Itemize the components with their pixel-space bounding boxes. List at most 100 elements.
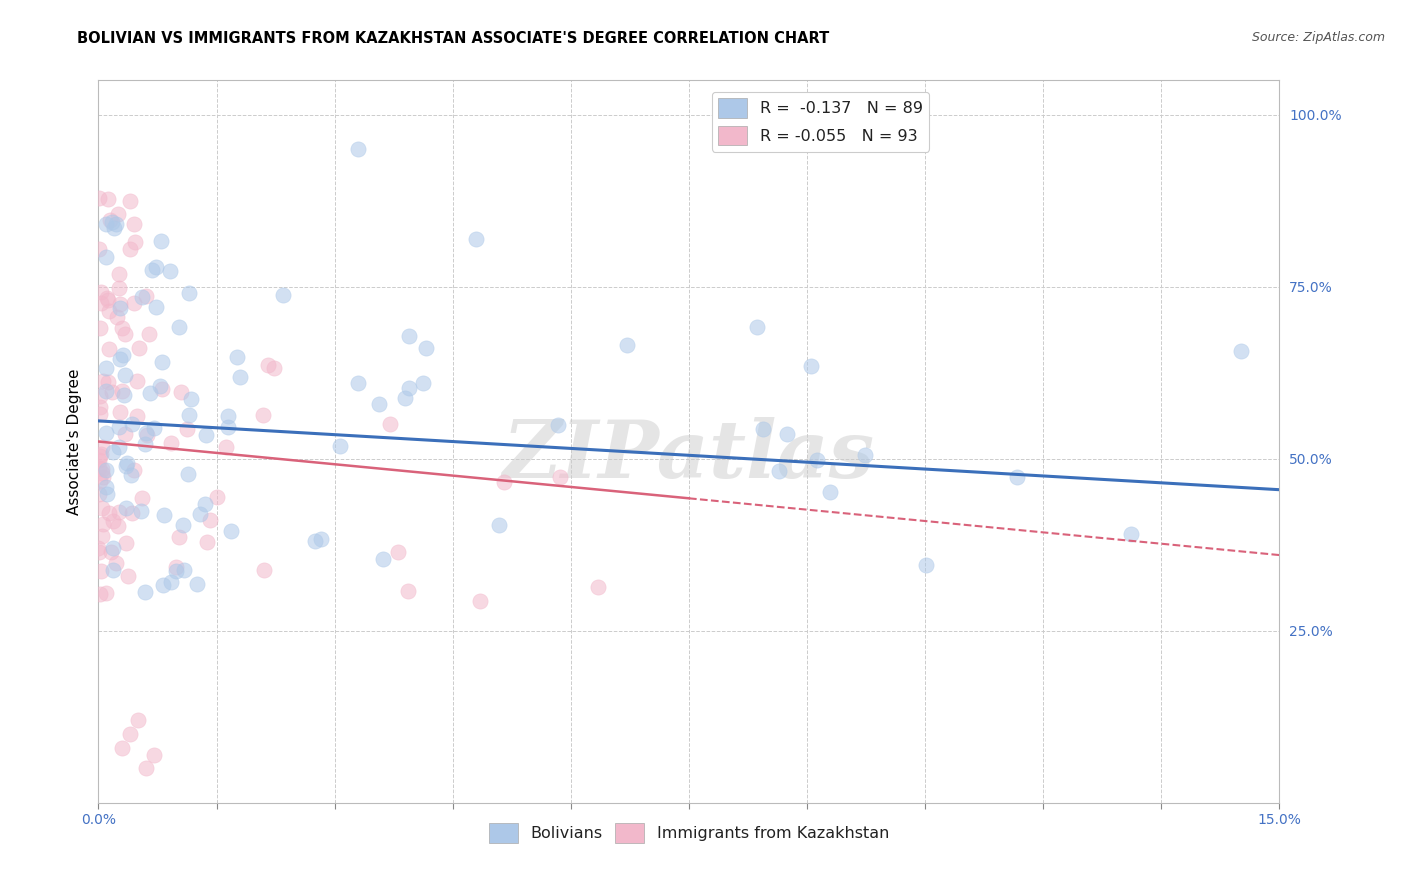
Point <box>159 435 181 450</box>
Point <box>118 727 141 741</box>
Point <box>347 376 370 390</box>
Point <box>96 586 118 600</box>
Point <box>747 320 769 334</box>
Point <box>101 215 124 229</box>
Text: ZIPatlas: ZIPatlas <box>503 417 875 495</box>
Point <box>127 713 149 727</box>
Point <box>97 192 120 206</box>
Point <box>90 447 112 461</box>
Y-axis label: Associate's Degree: Associate's Degree <box>67 368 83 515</box>
Point <box>108 352 131 367</box>
Point <box>89 475 111 489</box>
Point <box>108 420 131 434</box>
Point <box>107 519 129 533</box>
Point <box>492 475 515 490</box>
Point <box>547 417 569 432</box>
Point <box>415 341 437 355</box>
Point <box>91 374 114 388</box>
Point <box>89 407 111 421</box>
Point <box>98 212 121 227</box>
Point <box>170 385 193 400</box>
Point <box>309 533 332 547</box>
Point <box>91 469 114 483</box>
Point <box>820 484 842 499</box>
Point <box>98 304 121 318</box>
Point <box>135 761 157 775</box>
Point <box>120 194 142 208</box>
Point <box>398 328 420 343</box>
Point <box>101 384 124 399</box>
Point <box>97 293 120 307</box>
Point <box>125 374 148 388</box>
Point <box>172 518 194 533</box>
Point <box>252 408 274 422</box>
Point <box>100 545 122 559</box>
Point <box>853 448 876 462</box>
Point <box>135 428 157 442</box>
Point <box>114 368 136 383</box>
Point <box>226 350 249 364</box>
Point <box>96 292 118 306</box>
Point <box>180 392 202 406</box>
Point <box>108 505 131 519</box>
Point <box>108 441 131 455</box>
Text: Source: ZipAtlas.com: Source: ZipAtlas.com <box>1251 31 1385 45</box>
Point <box>135 289 157 303</box>
Point <box>586 580 609 594</box>
Point <box>104 217 127 231</box>
Point <box>89 565 111 579</box>
Point <box>91 466 114 480</box>
Point <box>87 242 110 256</box>
Point <box>165 565 187 579</box>
Point <box>98 506 121 520</box>
Point <box>89 400 111 414</box>
Point <box>159 264 181 278</box>
Point <box>387 545 409 559</box>
Point <box>200 513 222 527</box>
Point <box>118 242 141 256</box>
Point <box>131 491 153 505</box>
Point <box>112 388 135 402</box>
Point <box>103 563 125 577</box>
Point <box>111 384 134 399</box>
Point <box>215 440 238 454</box>
Point <box>96 463 118 477</box>
Point <box>128 342 150 356</box>
Point <box>150 234 173 248</box>
Point <box>914 558 936 572</box>
Point <box>616 338 638 352</box>
Point <box>108 301 131 316</box>
Point <box>103 445 125 459</box>
Point <box>142 747 165 762</box>
Point <box>752 422 775 436</box>
Point <box>97 342 120 356</box>
Point <box>91 440 114 454</box>
Point <box>96 360 118 375</box>
Point <box>87 486 110 500</box>
Point <box>96 250 118 264</box>
Point <box>89 460 111 475</box>
Point <box>107 268 129 282</box>
Point <box>121 506 143 520</box>
Point <box>135 425 157 440</box>
Point <box>134 437 156 451</box>
Point <box>96 384 118 398</box>
Point <box>263 360 285 375</box>
Point <box>194 497 217 511</box>
Point <box>96 480 118 494</box>
Point <box>149 379 172 393</box>
Point <box>122 217 145 231</box>
Point <box>145 300 167 314</box>
Point <box>87 545 110 559</box>
Point <box>195 534 218 549</box>
Point <box>139 386 162 401</box>
Point <box>1005 470 1028 484</box>
Point <box>101 514 124 528</box>
Point <box>91 529 114 543</box>
Point <box>122 463 145 477</box>
Point <box>97 375 120 389</box>
Point <box>205 490 228 504</box>
Point <box>145 260 167 275</box>
Point <box>117 568 139 582</box>
Point <box>252 563 274 577</box>
